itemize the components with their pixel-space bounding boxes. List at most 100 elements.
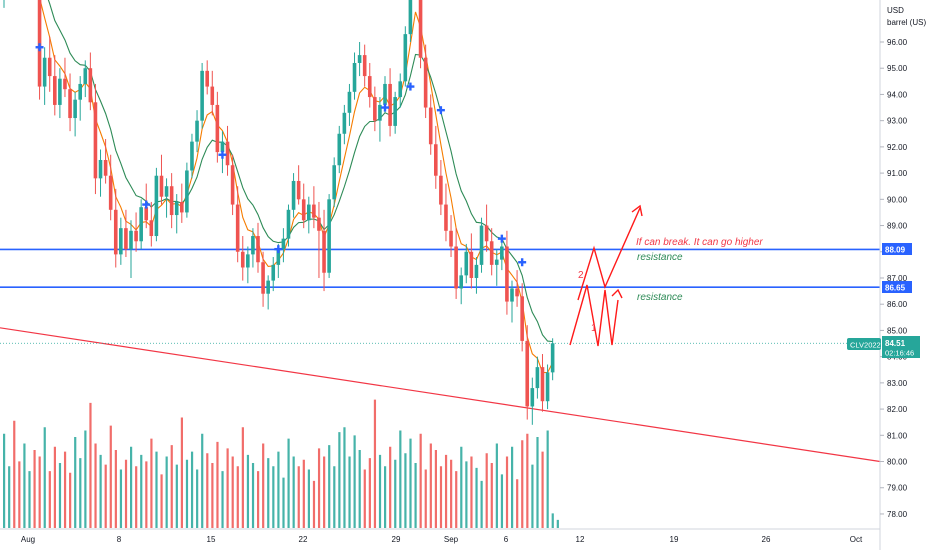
candle-body (489, 241, 494, 265)
candle-body (423, 57, 428, 108)
level-badge-2-text: 86.65 (885, 284, 906, 293)
candle-body (159, 175, 164, 197)
candle-body (367, 76, 372, 98)
candle-body (230, 165, 235, 205)
volume-bar (272, 466, 275, 528)
candle-body (332, 165, 336, 200)
price-axis-panel[interactable] (880, 0, 932, 550)
projection-arrow-upper (631, 204, 643, 217)
volume-bar (531, 464, 534, 528)
price-tick-label: 82.00 (887, 405, 908, 414)
price-tick-label: 79.00 (887, 484, 908, 493)
candle-body (479, 225, 484, 265)
volume-bar (130, 446, 133, 528)
candle-body (235, 204, 240, 252)
resistance-lines (0, 248, 880, 344)
candle-body (469, 251, 474, 278)
time-tick-label: 22 (299, 535, 308, 544)
volume-bar (282, 477, 285, 528)
candle-body (261, 262, 265, 294)
candle-body (474, 264, 479, 278)
candle-body (185, 170, 189, 213)
volume-bar (450, 459, 453, 528)
candle-body (398, 81, 403, 98)
time-tick-label: 29 (392, 535, 401, 544)
candle-body (124, 228, 128, 250)
volume-bar (378, 454, 382, 528)
price-tick-label: 96.00 (887, 38, 908, 47)
candle-body (494, 259, 499, 265)
candle-body (291, 180, 296, 210)
candle-body (373, 97, 377, 121)
volume-bar (160, 474, 163, 528)
volume-bar (150, 438, 153, 528)
level-badge-1-text: 88.09 (885, 246, 906, 255)
volume-bar (409, 438, 412, 528)
projection-wave-lower (569, 284, 619, 347)
candle-body (540, 367, 545, 402)
volume-bar (556, 519, 559, 528)
candle-body (78, 83, 82, 100)
volume-bar (216, 441, 219, 528)
price-tick-label: 90.00 (887, 195, 908, 204)
volume-bar (363, 469, 366, 528)
candle-body (378, 104, 382, 121)
candle-body (337, 133, 342, 166)
candle-body (454, 246, 458, 289)
volume-bar (353, 435, 356, 528)
candle-body (164, 186, 169, 197)
candle-body (103, 159, 108, 176)
volume-bar (18, 461, 21, 528)
volume-bar (226, 448, 229, 528)
volume-bar (368, 458, 371, 528)
volume-bar (419, 433, 422, 528)
candle-body (525, 340, 530, 407)
candle-body (47, 57, 52, 77)
candle-body (484, 225, 489, 242)
volume-bar (546, 430, 549, 528)
candle-body (510, 288, 514, 302)
candle-body (464, 251, 469, 276)
candle-body (545, 372, 550, 402)
bar-countdown: 02:16:46 (885, 349, 914, 358)
candle-body (149, 220, 154, 237)
breakout-note: If can break. It can go higher (636, 237, 763, 248)
candle-body (276, 249, 281, 265)
volume-bar (470, 456, 473, 528)
volume-bar (58, 463, 62, 528)
candle-body (550, 343, 555, 373)
candle-body (301, 199, 306, 221)
volume-bar (69, 472, 72, 528)
volume-bar (267, 458, 270, 528)
volume-bar (241, 427, 244, 528)
volume-bar (175, 464, 178, 528)
volume-bar (165, 456, 168, 528)
price-tick-label: 86.00 (887, 300, 908, 309)
candle-body (169, 186, 174, 216)
volume-bar (180, 417, 183, 528)
volume-bar (429, 443, 432, 528)
volume-bar (53, 446, 56, 528)
candle-body (322, 230, 326, 273)
volume-bar (551, 513, 554, 528)
candle-body (296, 180, 301, 200)
price-tick-label: 85.00 (887, 326, 908, 335)
price-tick-label: 91.00 (887, 169, 908, 178)
volume-bar (480, 480, 483, 528)
volume-bar (48, 471, 51, 528)
symbol-badge[interactable] (847, 338, 881, 350)
volume-bar (3, 433, 6, 528)
volume-bar (23, 443, 26, 528)
candle-body (195, 120, 199, 142)
volume-bar (221, 471, 224, 528)
candle-body (434, 144, 438, 176)
volume-bar (145, 461, 148, 528)
candle-body (129, 230, 133, 250)
volume-bar (511, 446, 514, 528)
candle-body (220, 141, 225, 153)
candle-body (449, 230, 453, 247)
candle-body (180, 201, 184, 213)
candle-body (383, 83, 387, 105)
volume-bar (399, 430, 402, 528)
